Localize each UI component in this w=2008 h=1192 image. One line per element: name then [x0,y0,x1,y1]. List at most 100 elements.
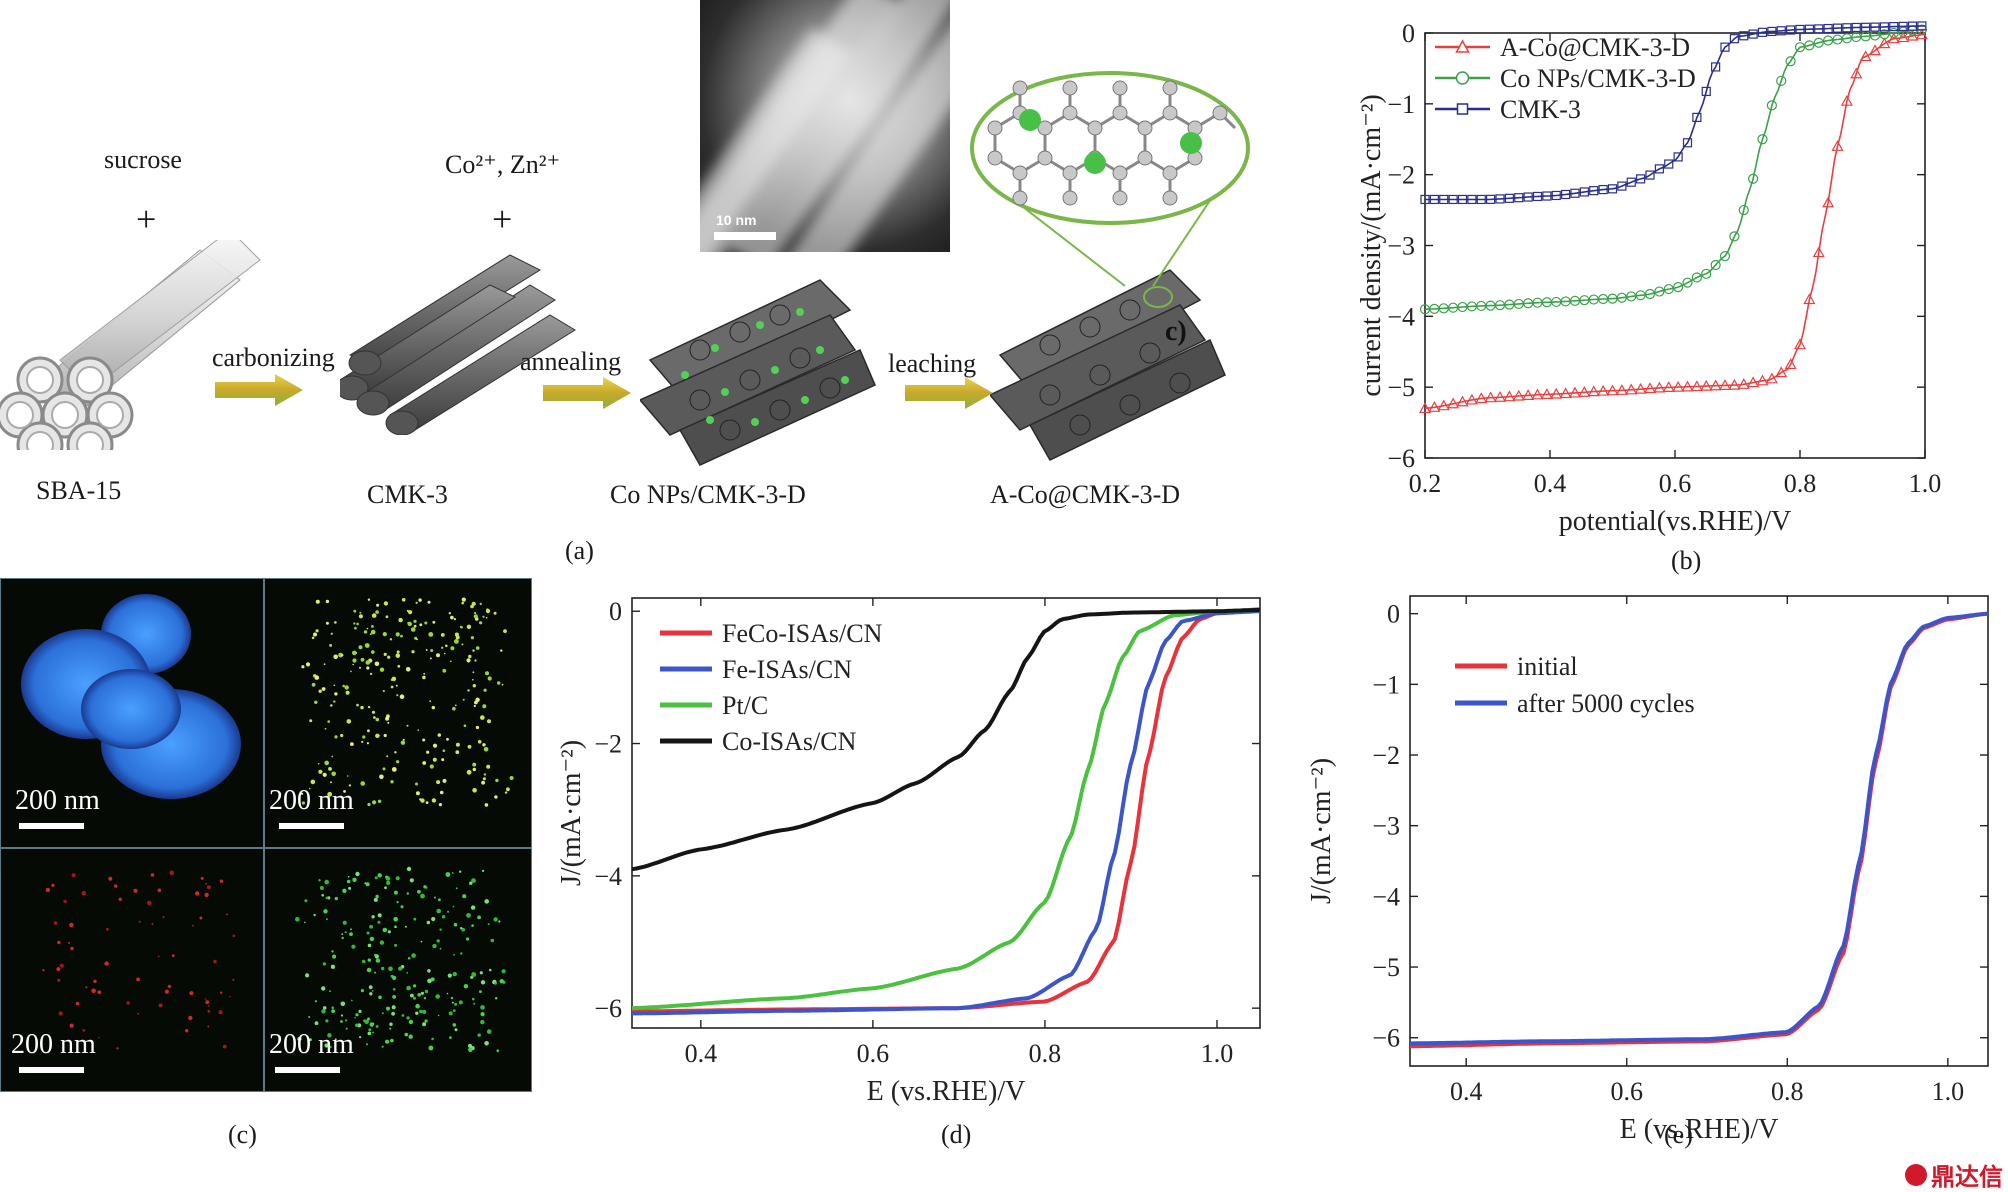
eds-dot [375,717,380,722]
eds-dot [71,873,76,878]
eds-dot [410,993,414,998]
data-point [1915,28,1928,40]
data-point [1701,268,1712,279]
eds-dot [359,666,361,669]
eds-dot [329,644,332,647]
eds-dot [417,993,421,997]
data-point [1486,194,1496,204]
data-point [1842,23,1852,33]
data-point [1626,177,1636,187]
y-tick-label: −6 [1387,444,1415,473]
eds-dot [442,749,446,752]
eds-dot [471,972,477,977]
eds-dot [462,698,465,701]
y-tick-label: −5 [1387,373,1415,402]
tem-scale-label: 10 nm [716,212,757,228]
eds-dot [475,725,479,730]
eds-dot [366,742,369,745]
series-line [632,609,1261,1016]
eds-dot [497,681,501,685]
y-tick-label: −4 [1387,302,1415,331]
eds-dot [321,986,326,991]
eds-dot [116,1047,119,1050]
eds-dot [495,778,499,783]
data-point [1812,246,1825,258]
eds-dot [318,689,322,693]
eds-dot [126,1001,130,1005]
eds-dot [323,663,326,666]
data-point [1615,384,1628,395]
eds-dot [365,1043,369,1046]
eds-dot [391,767,397,772]
eds-dot [383,601,389,606]
eds-dot [484,803,489,807]
data-point [1822,196,1835,208]
data-point [1495,194,1505,204]
eds-dot [385,716,390,721]
eds-dot [480,1019,485,1025]
eds-dot [483,773,487,776]
eds-dot [468,654,472,659]
eds-dot [367,729,370,733]
eds-dot [413,996,416,1000]
data-point [1776,75,1787,86]
data-point [1906,29,1919,41]
eds-dot [369,633,372,635]
eds-dot [327,1033,332,1038]
eds-dot [425,801,429,804]
y-tick-label: −6 [1372,1024,1400,1053]
eds-dot [498,920,501,923]
eds-dot [308,787,311,790]
eds-dot [330,781,332,784]
y-tick-label: −1 [1387,90,1415,119]
data-point [1739,31,1749,41]
eds-dot [382,689,385,693]
legend-label: CMK-3 [1500,95,1581,124]
eds-dot [118,897,123,901]
eds-dot [501,969,506,974]
eds-dot [350,742,354,746]
eds-dot [473,614,478,619]
eds-dot [466,658,471,663]
eds-dot [367,598,371,601]
eds-dot [408,957,410,960]
eds-dot [355,1013,359,1017]
eds-dot [207,1009,211,1013]
eds-dot [327,720,330,723]
eds-dot [404,1032,409,1037]
eds-dot [354,626,357,630]
y-tick-label: −4 [594,862,622,891]
eds-dot [468,1043,472,1048]
data-point [1568,386,1582,398]
eds-dot [345,690,350,695]
eds-dot [311,636,315,640]
eds-dot [151,923,154,925]
eds-dot [439,947,442,950]
eds-dot [441,758,445,762]
y-tick-label: −3 [1387,232,1415,261]
eds-dot [192,924,194,927]
eds-dot [479,621,483,625]
eds-dot [415,1011,419,1015]
eds-dot [328,1045,332,1049]
eds-dot [477,740,482,744]
eds-dot [432,757,437,762]
eds-dot [410,627,416,632]
eds-dot [466,937,470,941]
eds-dot [355,871,360,877]
eds-dot [324,879,329,885]
eds-dot [429,657,432,660]
eds-dot [431,705,435,710]
series-line [631,607,1261,872]
eds-dot [400,634,403,638]
eds-dot [313,632,317,637]
eds-dot [330,964,336,969]
data-point [1617,181,1627,191]
eds-dot [377,873,382,878]
x-tick-label: 0.6 [1611,1077,1644,1106]
data-point [1664,159,1674,169]
eds-dot [413,624,417,628]
eds-map-4: 200 nm [264,848,532,1092]
eds-dot [207,1025,210,1028]
eds-dot [360,705,364,710]
